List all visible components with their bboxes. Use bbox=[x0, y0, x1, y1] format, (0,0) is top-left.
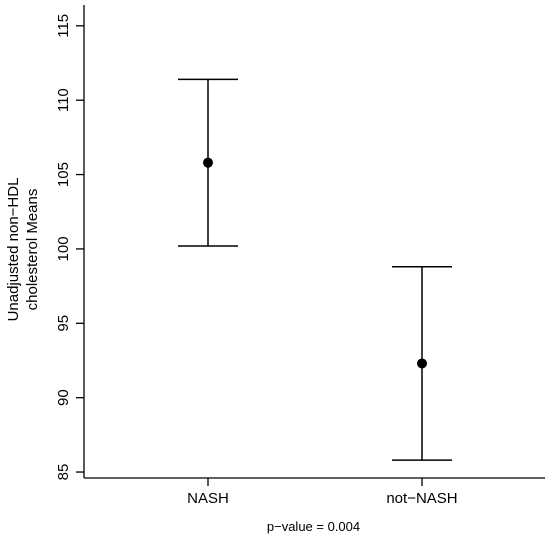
x-category-label-0: NASH bbox=[187, 490, 229, 507]
mean-point-1 bbox=[417, 358, 427, 369]
y-tick-label-110: 110 bbox=[55, 88, 72, 112]
y-tick-label-105: 105 bbox=[55, 162, 72, 187]
x-axis: NASH not−NASH bbox=[84, 477, 545, 507]
y-tick-label-95: 95 bbox=[55, 315, 72, 332]
y-tick-label-115: 115 bbox=[55, 14, 72, 38]
y-axis-title-line-1: Unadjusted non−HDL bbox=[5, 178, 22, 322]
y-tick-label-100: 100 bbox=[55, 236, 72, 261]
y-axis: 85 90 95 100 105 110 115 bbox=[55, 5, 85, 481]
x-category-label-1: not−NASH bbox=[386, 490, 457, 507]
p-value-note: p−value = 0.004 bbox=[267, 519, 360, 534]
error-bar-marks bbox=[178, 78, 452, 461]
y-tick-label-85: 85 bbox=[55, 464, 72, 481]
y-axis-title-line-2: cholesterol Means bbox=[24, 189, 41, 311]
y-tick-label-90: 90 bbox=[55, 389, 72, 406]
mean-point-0 bbox=[203, 157, 213, 168]
